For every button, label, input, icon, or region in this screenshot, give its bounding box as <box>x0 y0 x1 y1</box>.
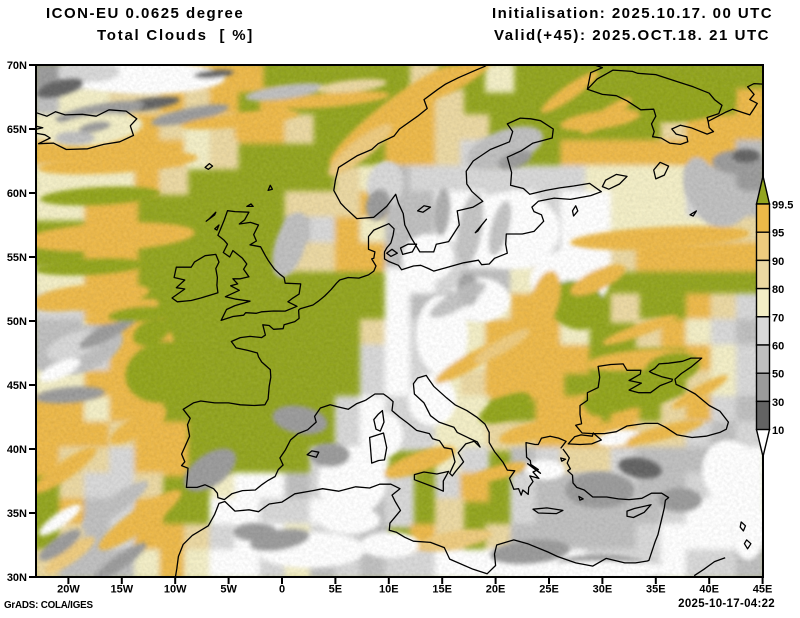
svg-text:5E: 5E <box>329 584 342 596</box>
svg-text:10W: 10W <box>164 584 187 596</box>
svg-text:80: 80 <box>772 284 784 296</box>
svg-text:60: 60 <box>772 341 784 353</box>
svg-text:25E: 25E <box>539 584 559 596</box>
svg-text:20E: 20E <box>486 584 506 596</box>
svg-text:70: 70 <box>772 312 784 324</box>
svg-text:40E: 40E <box>699 584 719 596</box>
svg-text:5W: 5W <box>220 584 237 596</box>
svg-text:35E: 35E <box>646 584 666 596</box>
svg-text:95: 95 <box>772 228 784 240</box>
svg-text:15E: 15E <box>432 584 452 596</box>
svg-text:50N: 50N <box>7 316 27 328</box>
svg-text:55N: 55N <box>7 252 27 264</box>
svg-text:30: 30 <box>772 397 784 409</box>
svg-text:40N: 40N <box>7 444 27 456</box>
svg-text:60N: 60N <box>7 188 27 200</box>
svg-text:30N: 30N <box>7 572 27 584</box>
svg-text:0: 0 <box>279 584 285 596</box>
svg-text:35N: 35N <box>7 508 27 520</box>
svg-text:15W: 15W <box>110 584 133 596</box>
svg-text:20W: 20W <box>57 584 80 596</box>
svg-text:99.5: 99.5 <box>772 200 793 212</box>
svg-text:10E: 10E <box>379 584 399 596</box>
svg-text:70N: 70N <box>7 60 27 72</box>
svg-text:30E: 30E <box>593 584 613 596</box>
svg-text:65N: 65N <box>7 124 27 136</box>
svg-text:50: 50 <box>772 369 784 381</box>
svg-text:90: 90 <box>772 256 784 268</box>
svg-text:45E: 45E <box>753 584 773 596</box>
svg-text:10: 10 <box>772 425 784 437</box>
svg-text:45N: 45N <box>7 380 27 392</box>
